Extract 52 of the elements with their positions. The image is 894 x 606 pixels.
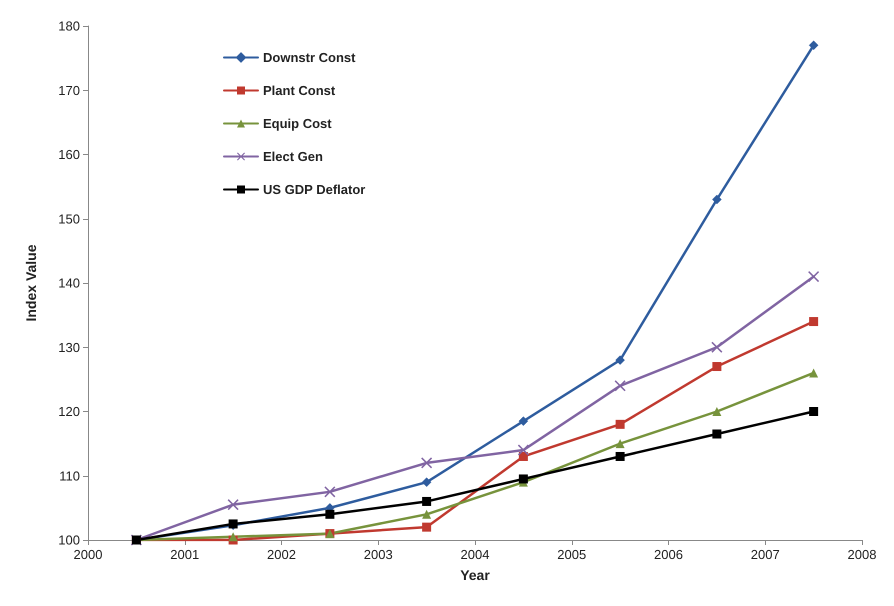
point	[616, 420, 625, 429]
point	[616, 439, 625, 448]
legend-label: Elect Gen	[263, 149, 324, 164]
x-tick-label: 2008	[848, 547, 876, 562]
point	[228, 532, 238, 542]
x-tick-label: 2007	[750, 547, 780, 562]
y-tick-label: 120	[58, 404, 80, 419]
point	[422, 477, 432, 487]
point	[712, 429, 722, 438]
x-tick-label: 2005	[557, 547, 586, 562]
point	[614, 380, 626, 392]
legend-label: Plant Const	[263, 83, 336, 98]
point	[616, 452, 625, 461]
x-axis-title: Year	[460, 567, 490, 583]
point	[518, 444, 529, 456]
point	[518, 416, 528, 426]
point	[421, 457, 432, 468]
y-tick-label: 110	[59, 468, 80, 484]
y-tick-label: 180	[58, 18, 80, 34]
y-axis-title: Index Value	[23, 244, 39, 322]
legend-label: Equip Cost	[263, 116, 332, 131]
point	[422, 496, 432, 506]
x-tick-label: 2000	[74, 547, 102, 562]
y-tick-label: 100	[58, 532, 80, 548]
x-tick-label: 2002	[267, 547, 296, 562]
point	[615, 355, 625, 365]
point	[324, 486, 336, 498]
point	[518, 474, 528, 484]
point	[712, 362, 722, 372]
point	[712, 407, 722, 416]
x-tick-label: 2006	[654, 547, 683, 562]
point	[808, 40, 818, 50]
y-tick-label: 130	[58, 340, 80, 355]
x-tick-label: 2003	[364, 547, 393, 562]
point	[809, 368, 818, 378]
y-tick-label: 150	[58, 211, 80, 226]
y-tick-label: 140	[58, 276, 80, 290]
point	[711, 342, 722, 353]
point	[325, 510, 334, 519]
point	[422, 510, 432, 519]
y-tick-label: 170	[58, 82, 80, 98]
x-tick-label: 2004	[460, 547, 490, 562]
x-tick-label: 2001	[170, 547, 200, 562]
point	[809, 407, 818, 416]
legend-label: Downstr Const	[263, 50, 356, 65]
point	[809, 317, 818, 326]
y-tick-label: 160	[58, 147, 80, 162]
point	[808, 271, 820, 282]
legend-label: US GDP Deflator	[263, 182, 366, 197]
point	[712, 194, 722, 204]
point	[228, 499, 239, 510]
point	[422, 522, 432, 532]
